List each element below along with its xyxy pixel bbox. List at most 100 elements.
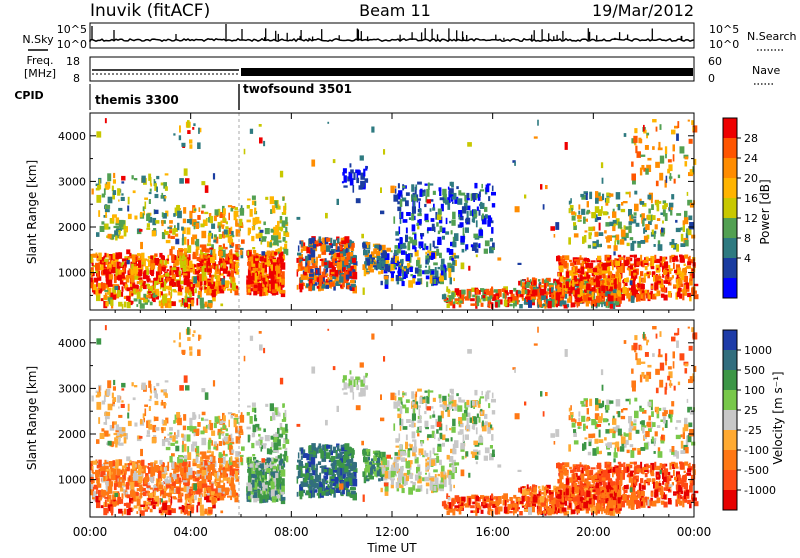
power-cell [651,266,655,269]
power-cell [680,146,685,153]
power-cell [264,258,267,262]
power-cell [231,227,233,231]
power-cell [146,228,150,230]
power-cell [624,225,626,229]
power-cell [119,252,123,258]
power-cell [149,199,151,204]
velocity-cell [98,417,100,424]
power-colorbar-swatch [723,278,737,299]
velocity-cell [138,467,141,475]
power-cell [591,212,596,218]
power-cell [427,227,432,231]
power-cell [118,230,120,235]
power-cell [565,142,568,150]
power-cell [571,211,575,215]
power-cell [113,253,116,259]
power-cell [448,268,451,272]
power-cell [326,285,330,289]
power-cell [460,193,465,196]
nsearch-tick-top: 10^5 [709,23,739,36]
power-cell [669,277,673,280]
velocity-cell [105,412,110,416]
power-cell [473,243,478,245]
velocity-cell [231,450,234,454]
power-cell [406,212,411,216]
power-cell [470,298,475,301]
power-cell [586,284,590,291]
velocity-cell [105,419,107,425]
power-cell [655,162,660,168]
power-cell [181,143,185,147]
power-cell [119,236,124,239]
power-cell [610,287,613,291]
power-cell [329,243,332,245]
power-cell [589,263,593,269]
power-cell [598,209,602,216]
power-cell [433,191,436,195]
power-cell [195,241,197,245]
power-cell [395,189,397,194]
power-cell [593,287,595,291]
power-cell [201,181,205,185]
power-cell [657,218,660,221]
velocity-cell [177,418,182,426]
power-cell [655,282,659,289]
power-cell [476,194,478,198]
power-cell [513,288,516,292]
velocity-cell [137,460,141,463]
power-cell [326,273,329,276]
cpid-mode-1: themis 3300 [95,93,179,107]
power-cell [136,304,138,307]
velocity-cell [118,482,122,488]
power-cell [419,190,422,197]
power-cell [432,207,435,210]
power-cell [297,217,301,220]
power-cell [654,244,656,247]
power-cell [265,228,270,234]
power-cell [631,174,636,181]
power-cell [177,223,179,230]
power-cell [634,255,638,258]
power-cell [207,268,211,272]
power-cell [285,241,288,244]
power-cell [255,258,258,261]
power-cell [174,282,176,287]
power-cell [114,276,117,283]
velocity-cell [150,396,152,399]
power-cell [329,251,334,254]
power-cell [473,303,477,305]
power-cell [497,257,501,260]
velocity-cell [113,386,116,390]
velocity-cell [181,434,184,438]
power-cell [133,190,136,193]
power-cell [562,283,564,291]
velocity-cell [117,497,121,504]
velocity-cell [136,492,139,496]
velocity-cell [124,469,127,473]
power-cell [132,255,136,263]
power-cell [184,248,187,252]
power-cell [580,194,584,197]
power-cell [631,296,635,303]
power-cell [344,175,347,182]
power-cell [586,211,589,214]
velocity-cell [202,451,207,459]
power-cell [282,197,284,201]
power-cell [169,220,173,224]
power-cell [637,243,641,248]
power-cell [660,156,664,164]
velocity-cell [122,479,125,483]
power-cell [350,163,352,167]
power-cell [434,227,436,232]
velocity-cell [170,443,175,446]
power-cell [143,206,145,211]
power-cell [431,252,435,259]
power-cell [318,254,321,258]
power-cell [573,225,577,230]
power-cell [611,293,616,295]
velocity-cell [165,380,169,382]
velocity-cell [179,483,181,488]
velocity-cell [179,507,183,510]
power-cell [206,218,208,222]
power-cell [155,220,159,224]
